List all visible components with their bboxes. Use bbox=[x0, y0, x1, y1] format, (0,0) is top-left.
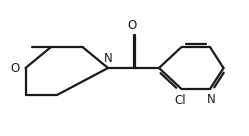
Text: N: N bbox=[206, 93, 215, 106]
Text: N: N bbox=[104, 52, 113, 65]
Text: Cl: Cl bbox=[174, 94, 186, 107]
Text: O: O bbox=[11, 61, 20, 75]
Text: O: O bbox=[127, 19, 137, 32]
